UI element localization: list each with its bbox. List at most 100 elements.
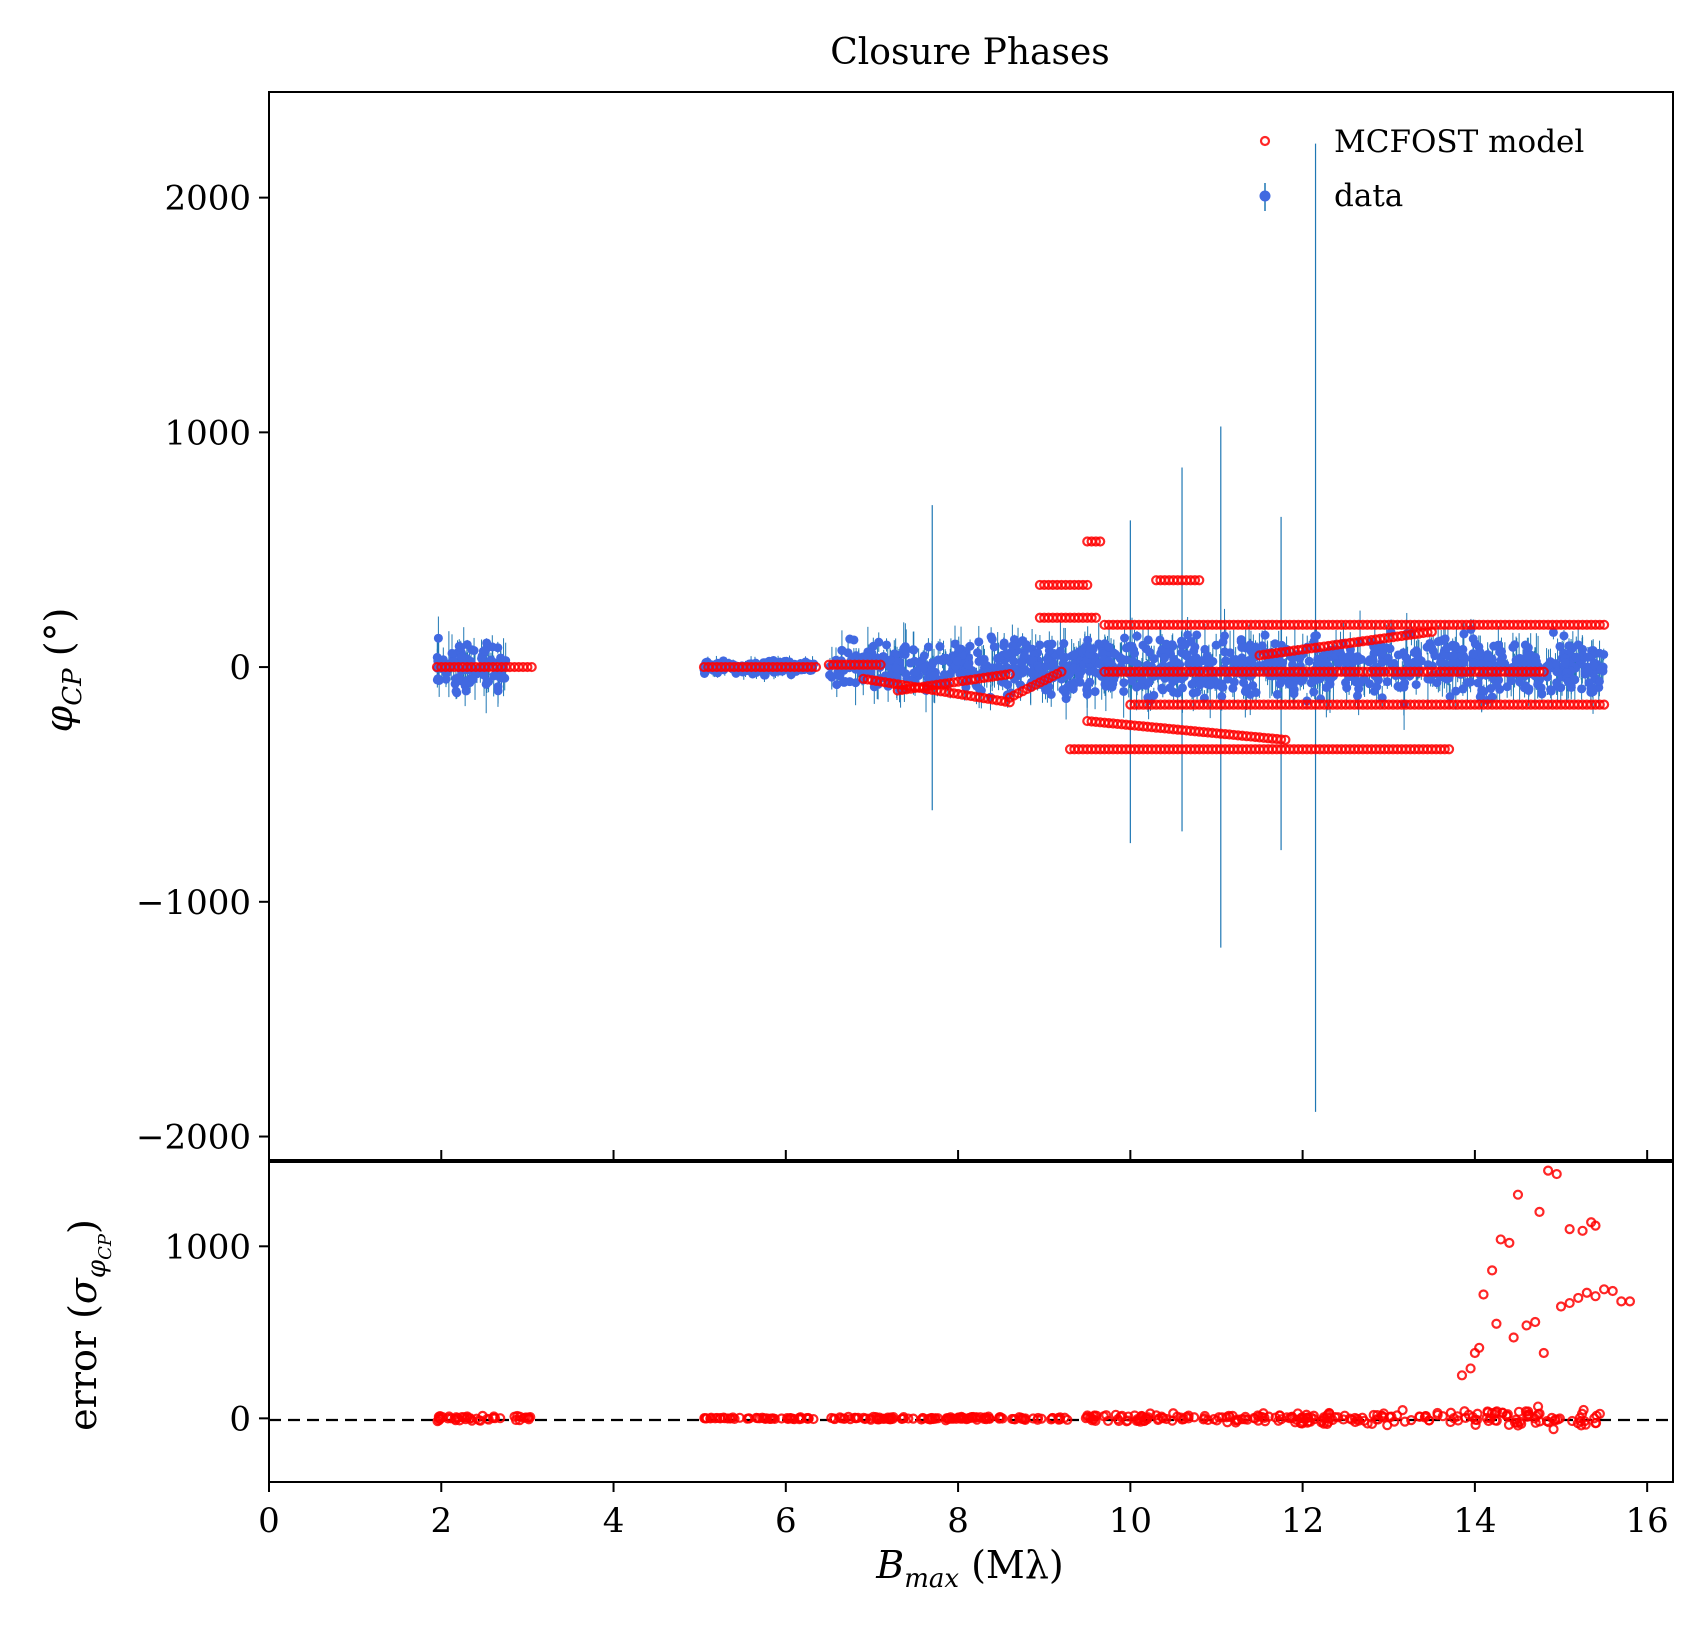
residual-point	[829, 1413, 840, 1425]
residual-point	[908, 1413, 919, 1424]
model-point	[810, 661, 822, 673]
data-point	[1356, 654, 1366, 664]
data-point	[1427, 642, 1437, 652]
residual-point	[1240, 1411, 1251, 1422]
model-point	[1594, 699, 1605, 710]
data-point	[469, 646, 479, 656]
residual-point	[1399, 1416, 1410, 1427]
data-point	[918, 663, 928, 673]
residual-point	[1432, 1409, 1443, 1421]
data-point	[1041, 685, 1051, 695]
bottom-axes-frame	[268, 1161, 1674, 1483]
residual-point	[434, 1411, 446, 1422]
residual-outlier-point	[1551, 1168, 1562, 1180]
data-point	[1187, 679, 1197, 689]
data-point	[1218, 637, 1228, 647]
data-point	[1195, 680, 1205, 690]
data-point	[1085, 677, 1095, 687]
residual-point	[1284, 1413, 1295, 1424]
data-point	[1192, 687, 1202, 697]
residual-point	[1491, 1406, 1503, 1417]
residual-point	[1491, 1415, 1502, 1426]
model-point	[1086, 612, 1097, 623]
data-point	[1055, 646, 1065, 656]
residual-point	[1189, 1412, 1200, 1423]
residual-outlier-point	[1521, 1320, 1532, 1331]
residual-point	[1122, 1415, 1133, 1426]
model-point	[1082, 579, 1093, 591]
data-point	[1370, 646, 1380, 656]
residual-outlier-point	[1538, 1347, 1549, 1359]
bottom-model-points	[432, 1165, 1636, 1435]
data-point	[456, 643, 466, 653]
data-point	[874, 637, 884, 647]
data-point	[1035, 640, 1045, 650]
top-y-tick-label: 2000	[164, 179, 251, 219]
residual-point	[1463, 1409, 1474, 1420]
residual-point	[1316, 1417, 1327, 1428]
data-point	[1094, 639, 1104, 649]
data-point	[1522, 651, 1532, 661]
top-y-tick-label: 1000	[164, 413, 251, 453]
data-point	[909, 645, 919, 655]
model-point	[1189, 575, 1201, 586]
data-point	[1321, 683, 1331, 693]
data-point	[954, 644, 964, 654]
data-point	[1548, 627, 1558, 637]
model-point	[1598, 619, 1610, 630]
residual-outlier-point	[1590, 1220, 1601, 1231]
data-point	[1577, 684, 1587, 694]
data-point	[1110, 649, 1120, 659]
residual-point	[1157, 1413, 1169, 1424]
data-point	[1544, 660, 1554, 670]
residual-outlier-point	[1564, 1223, 1575, 1235]
model-point	[1090, 612, 1101, 623]
model-point	[1095, 536, 1106, 547]
residual-outlier-point	[1456, 1370, 1468, 1381]
data-point	[973, 648, 983, 658]
residual-point	[884, 1414, 895, 1425]
data-point	[1027, 668, 1037, 678]
data-point	[1069, 680, 1079, 690]
bottom-y-tick-label: 0	[229, 1399, 251, 1439]
data-point	[1119, 678, 1129, 688]
residual-outlier-point	[1543, 1165, 1554, 1176]
legend: MCFOST model data	[1259, 124, 1584, 214]
data-point	[1304, 656, 1314, 666]
data-point	[451, 686, 461, 696]
residual-point	[1259, 1412, 1270, 1423]
residual-point	[459, 1412, 470, 1423]
data-point	[1570, 675, 1580, 685]
bottom-panel: 0 1000 0 2 4 6 8 10 12 14 16 error (σφCP) Bmax (M…	[61, 1161, 1674, 1594]
data-point	[1231, 657, 1241, 667]
data-point	[1094, 659, 1104, 669]
data-point	[1345, 650, 1355, 660]
bottom-y-tick-label: 1000	[164, 1227, 251, 1267]
data-point	[484, 677, 494, 687]
model-point	[875, 659, 886, 670]
data-point	[1034, 663, 1044, 673]
top-panel: −2000 −1000 0 1000 2000 φCP (°) MCFOST model…	[37, 91, 1674, 1161]
data-point	[1058, 685, 1068, 695]
data-point	[1473, 678, 1483, 688]
data-point	[974, 637, 984, 647]
data-point	[1228, 683, 1238, 693]
data-point	[1594, 676, 1604, 686]
data-point	[1157, 683, 1167, 693]
residual-point	[1471, 1414, 1483, 1426]
bottom-x-tick-label: 6	[775, 1501, 797, 1541]
model-point	[1090, 536, 1101, 547]
data-point	[1475, 647, 1485, 657]
bottom-x-tick-label: 12	[1281, 1501, 1324, 1541]
data-point	[1537, 689, 1547, 699]
residual-point	[1152, 1414, 1164, 1426]
residual-point	[1548, 1424, 1559, 1435]
residual-point	[1523, 1410, 1534, 1421]
residual-point	[803, 1412, 814, 1424]
top-axes-frame	[268, 91, 1674, 1161]
data-point	[1276, 674, 1286, 684]
bottom-x-tick-label: 16	[1626, 1501, 1669, 1541]
data-point	[1225, 648, 1235, 658]
data-point	[1161, 639, 1171, 649]
residual-point	[1292, 1408, 1303, 1419]
